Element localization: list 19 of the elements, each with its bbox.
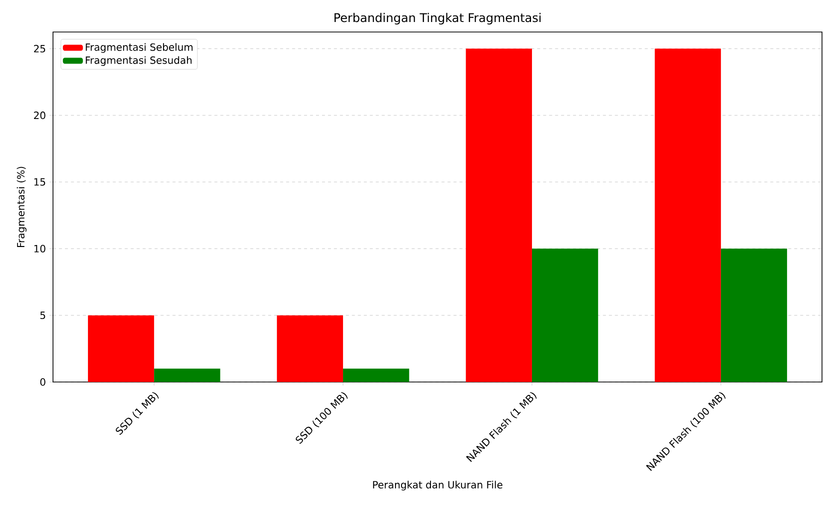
- y-tick-label: 15: [34, 178, 46, 186]
- x-axis-title: Perangkat dan Ukuran File: [373, 480, 502, 490]
- y-tick-label: 10: [34, 244, 46, 252]
- bar: [654, 48, 721, 382]
- y-tick-label: 20: [34, 112, 46, 120]
- bar: [154, 368, 220, 382]
- bar: [466, 48, 532, 382]
- chart-title: Perbandingan Tingkat Fragmentasi: [334, 12, 541, 24]
- bar: [276, 315, 344, 382]
- bar: [720, 248, 788, 382]
- y-tick-label: 5: [40, 312, 46, 320]
- y-tick-label: 25: [34, 44, 46, 52]
- legend-label: Fragmentasi Sebelum: [86, 43, 193, 53]
- legend-label: Fragmentasi Sesudah: [86, 56, 192, 66]
- bar: [88, 315, 154, 382]
- y-axis-title: Fragmentasi (%): [16, 166, 26, 248]
- bar: [343, 368, 410, 382]
- y-tick-label: 0: [40, 378, 46, 386]
- bar: [532, 248, 598, 382]
